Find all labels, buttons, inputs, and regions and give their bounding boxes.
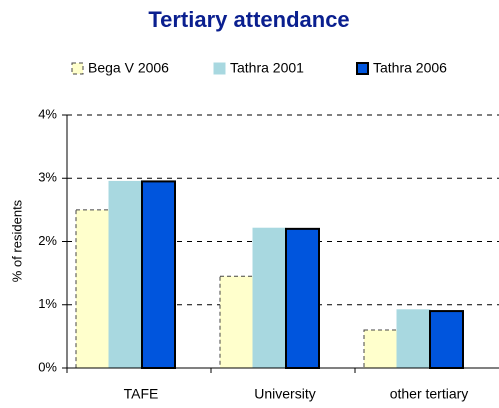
y-tick-label: 4% — [38, 106, 57, 121]
bar — [252, 227, 287, 369]
bar — [75, 209, 110, 369]
legend-swatch — [213, 62, 226, 75]
bar — [141, 180, 176, 369]
x-tick-label: other tertiary — [390, 386, 469, 402]
bar — [396, 309, 431, 369]
legend-swatch — [356, 62, 369, 75]
legend-label: Tathra 2006 — [373, 60, 447, 76]
bar — [363, 329, 398, 369]
x-tick-label: TAFE — [124, 386, 159, 402]
bar — [219, 275, 254, 369]
y-axis-label: % of residents — [9, 199, 24, 282]
y-tick-label: 1% — [38, 296, 57, 311]
bar — [429, 310, 464, 370]
legend-swatch — [71, 62, 84, 75]
y-tick-label: 0% — [38, 359, 57, 374]
legend-label: Bega V 2006 — [88, 60, 169, 76]
x-tick-label: University — [254, 386, 315, 402]
bar — [285, 227, 320, 369]
legend-label: Tathra 2001 — [230, 60, 304, 76]
y-tick-label: 3% — [38, 170, 57, 185]
chart-title: Tertiary attendance — [148, 7, 349, 32]
y-tick-label: 2% — [38, 233, 57, 248]
bar — [108, 180, 143, 369]
